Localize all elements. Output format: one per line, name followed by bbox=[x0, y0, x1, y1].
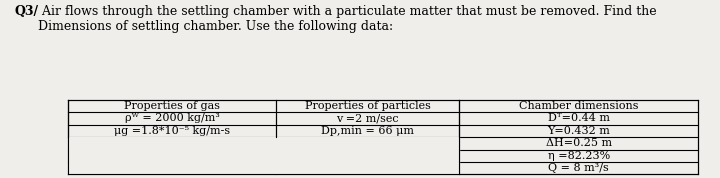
Text: Properties of particles: Properties of particles bbox=[305, 101, 431, 111]
Text: ΔH=0.25 m: ΔH=0.25 m bbox=[546, 138, 612, 148]
Text: ρᵂ = 2000 kg/m³: ρᵂ = 2000 kg/m³ bbox=[125, 113, 220, 123]
Text: Dp,min = 66 μm: Dp,min = 66 μm bbox=[321, 126, 414, 136]
Text: Y=0.432 m: Y=0.432 m bbox=[547, 126, 610, 136]
Text: Q = 8 m³/s: Q = 8 m³/s bbox=[549, 163, 609, 173]
Text: Properties of gas: Properties of gas bbox=[125, 101, 220, 111]
Text: Q3/: Q3/ bbox=[14, 5, 39, 18]
Text: Chamber dimensions: Chamber dimensions bbox=[519, 101, 639, 111]
Text: v =2 m/sec: v =2 m/sec bbox=[336, 113, 399, 123]
Text: η =82.23%: η =82.23% bbox=[548, 151, 610, 161]
Text: Dᵀ=0.44 m: Dᵀ=0.44 m bbox=[548, 113, 610, 123]
Text: Air flows through the settling chamber with a particulate matter that must be re: Air flows through the settling chamber w… bbox=[38, 5, 657, 33]
Text: μg =1.8*10⁻⁵ kg/m-s: μg =1.8*10⁻⁵ kg/m-s bbox=[114, 126, 230, 136]
